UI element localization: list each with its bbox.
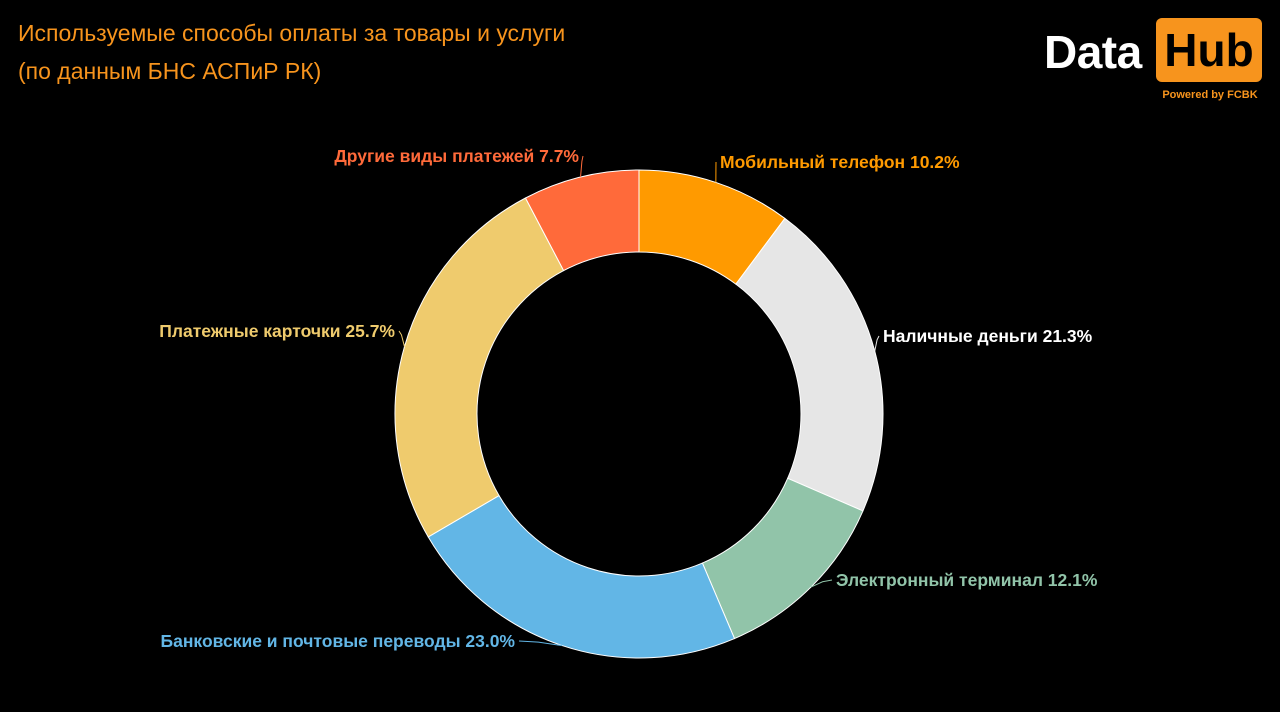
- donut-slices: [394, 169, 884, 659]
- slice-labels: Мобильный телефон 10.2% Наличные деньги 2…: [159, 146, 1098, 651]
- chart-title: Используемые способы оплаты за товары и …: [18, 14, 565, 90]
- slice-label: Банковские и почтовые переводы 23.0%: [161, 631, 516, 651]
- logo-powered-by: Powered by FCBK: [1162, 89, 1258, 101]
- slice-label: Другие виды платежей 7.7%: [334, 146, 579, 166]
- datahub-logo: Data Hub Powered by FCBK: [1044, 18, 1266, 108]
- slice-label: Наличные деньги 21.3%: [883, 326, 1093, 346]
- donut-slice: [701, 477, 864, 640]
- label-leader-lines: [398, 155, 880, 647]
- chart-title-line-1: Используемые способы оплаты за товары и …: [18, 20, 566, 46]
- chart-title-line-2: (по данным БНС АСПиР РК): [18, 58, 322, 84]
- donut-slice: [427, 494, 736, 659]
- slice-label: Электронный терминал 12.1%: [836, 570, 1098, 590]
- logo-data-text: Data: [1044, 26, 1142, 78]
- leader-line: [810, 579, 833, 588]
- slice-label: Мобильный телефон 10.2%: [720, 152, 960, 172]
- leader-line: [518, 640, 563, 647]
- donut-slice: [394, 197, 565, 538]
- slice-label: Платежные карточки 25.7%: [159, 321, 395, 341]
- leader-line: [874, 335, 880, 352]
- leader-line: [398, 330, 405, 347]
- leader-line: [580, 155, 584, 178]
- donut-slice: [524, 169, 640, 272]
- logo-hub-text: Hub: [1156, 18, 1262, 82]
- donut-slice: [735, 217, 884, 512]
